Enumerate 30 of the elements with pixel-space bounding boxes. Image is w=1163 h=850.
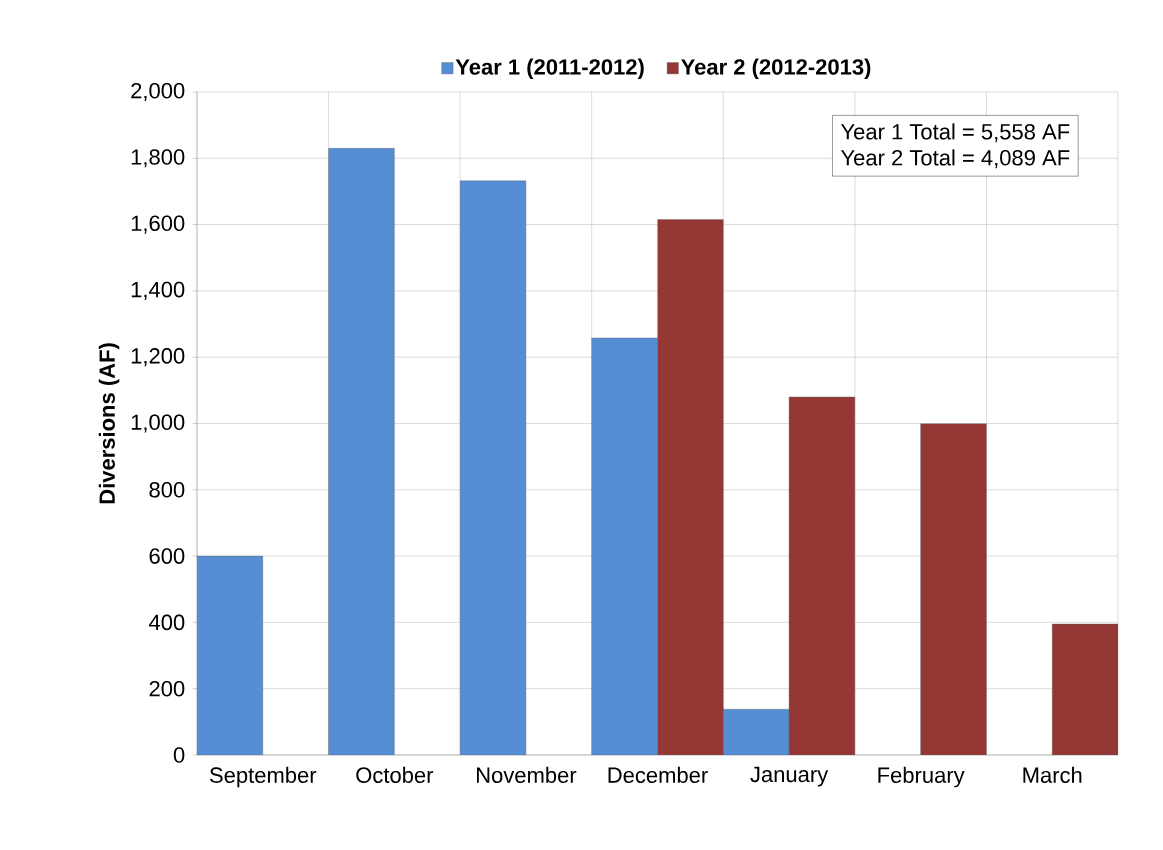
x-tick-label: February: [878, 766, 965, 788]
bar: [197, 555, 263, 755]
annotation: Year 2 Total = 4,089 AF: [840, 149, 1070, 169]
bar: [788, 396, 856, 755]
legend-label: Year 2 (2012-2013): [681, 58, 871, 80]
y-axis-title: Diversions (AF): [98, 343, 120, 504]
bar: [920, 423, 987, 755]
bar: [328, 148, 395, 755]
y-tick-label: 1,600: [131, 215, 185, 234]
y-tick-label: 1,800: [131, 149, 185, 168]
y-tick-label: 1,200: [131, 348, 185, 367]
x-tick-label: December: [608, 766, 708, 783]
x-tick-label: October: [356, 766, 434, 783]
y-tick-label: 2,000: [131, 82, 185, 102]
y-tick-label: 1,400: [131, 281, 185, 300]
annotation: Year 1 Total = 5,558 AF: [840, 123, 1070, 143]
x-tick-label: November: [476, 766, 577, 783]
y-tick-label: 400: [149, 614, 185, 631]
x-tick-label: January: [750, 766, 829, 787]
y-tick-label: 800: [149, 481, 185, 498]
y-tick-label: 0: [173, 747, 185, 763]
y-tick-label: 200: [149, 680, 185, 697]
bar: [1052, 623, 1118, 755]
y-tick-label: 600: [149, 548, 185, 564]
y-tick-label: 1,000: [131, 414, 185, 433]
legend-label: Year 1 (2011-2012): [455, 58, 644, 80]
bar: [657, 219, 724, 755]
x-tick-label: September: [209, 766, 317, 788]
x-tick-label: March: [1023, 766, 1082, 783]
bar: [459, 180, 527, 755]
